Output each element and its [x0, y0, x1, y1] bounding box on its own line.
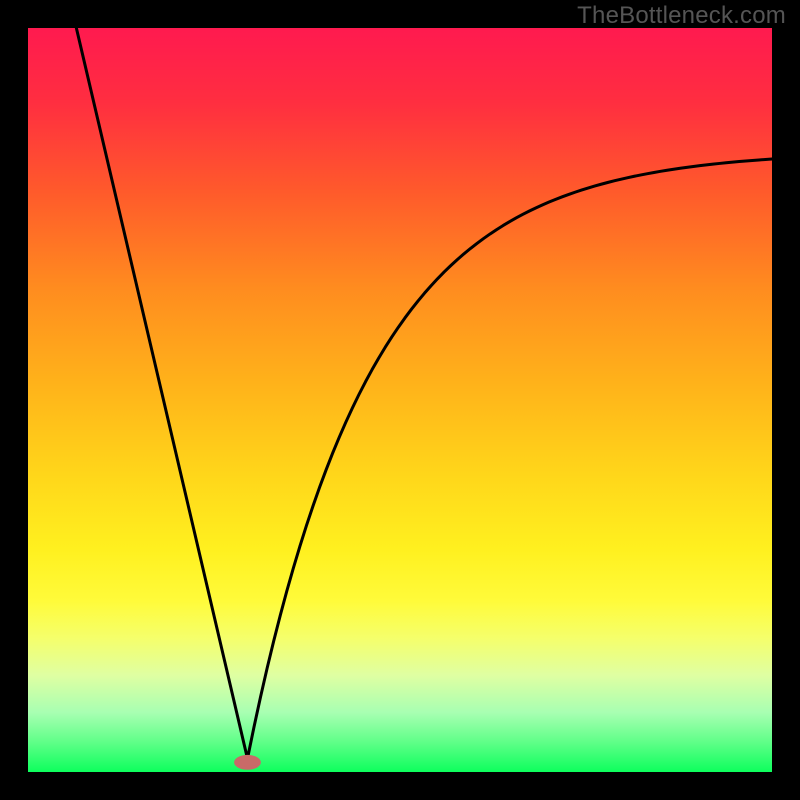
chart-container: TheBottleneck.com	[0, 0, 800, 800]
notch-marker	[234, 755, 261, 770]
watermark-text: TheBottleneck.com	[577, 2, 786, 30]
plot-background	[28, 28, 772, 772]
chart-svg	[0, 0, 800, 800]
